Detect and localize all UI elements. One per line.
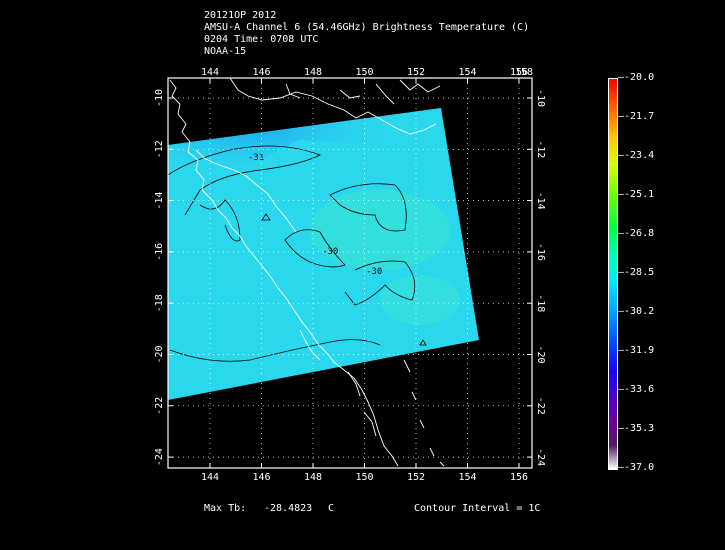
lat-tick-label-left: -14 <box>154 192 165 210</box>
colorbar-tick-label: —-31.9 <box>618 345 655 356</box>
lat-tick-label-left: -10 <box>154 89 165 107</box>
lon-tick-label-bottom: 148 <box>304 472 322 483</box>
lat-tick-label-right: -14 <box>535 192 546 210</box>
swath-warm-region-2 <box>380 275 460 325</box>
colorbar-tick-label: —-28.5 <box>618 267 655 278</box>
colorbar-tick-label: —-26.8 <box>618 228 655 239</box>
colorbar-tick-label: —-25.1 <box>618 189 655 200</box>
colorbar-tick-label: —-35.3 <box>618 423 655 434</box>
lon-tick-label-top: 154 <box>458 67 476 78</box>
colorbar <box>608 78 618 470</box>
lat-tick-label-left: -20 <box>154 345 165 363</box>
lat-tick-label-left: -24 <box>154 448 165 466</box>
colorbar-tick-label: —-23.4 <box>618 150 655 161</box>
lon-tick-label-top: 152 <box>407 67 425 78</box>
title-line-3: 0204 Time: 0708 UTC <box>204 34 319 45</box>
lat-tick-label-right: -20 <box>535 345 546 363</box>
contour-lines <box>168 145 427 362</box>
lon-tick-label-top: 148 <box>304 67 322 78</box>
lon-tick-label-bottom: 156 <box>510 472 528 483</box>
max-tb-label: Max Tb: <box>204 503 247 514</box>
coastline <box>169 78 445 467</box>
lat-tick-label-left: -22 <box>154 397 165 415</box>
lon-tick-label-top: 158 <box>515 67 533 78</box>
lon-tick-label-bottom: 144 <box>201 472 219 483</box>
colorbar-tick-label: —-30.2 <box>618 306 655 317</box>
max-tb-value: -28.4823 <box>264 503 313 514</box>
lon-tick-label-top: 146 <box>252 67 270 78</box>
swath-cool-region <box>168 108 441 200</box>
colorbar-tick-label: —-21.7 <box>618 111 655 122</box>
contour-interval: Contour Interval = 1C <box>414 503 541 514</box>
colorbar-tick-label: —-33.6 <box>618 384 655 395</box>
contour-label: -30 <box>366 267 382 277</box>
lat-tick-label-right: -22 <box>535 397 546 415</box>
lon-tick-label-bottom: 150 <box>355 472 373 483</box>
lat-tick-label-right: -10 <box>535 89 546 107</box>
lat-tick-label-right: -24 <box>535 448 546 466</box>
contour-label: -31 <box>248 153 264 163</box>
colorbar-tick-label: —-37.0 <box>618 462 655 473</box>
lon-tick-label-top: 156 <box>510 67 528 78</box>
lon-tick-label-top: 150 <box>355 67 373 78</box>
lat-tick-label-left: -16 <box>154 243 165 261</box>
swath-warm-region <box>310 190 450 270</box>
lat-tick-label-right: -16 <box>535 243 546 261</box>
lat-tick-label-left: -18 <box>154 294 165 312</box>
title-line-1: 20121OP 2012 <box>204 10 277 21</box>
lat-tick-label-right: -12 <box>535 140 546 158</box>
lat-tick-label-right: -18 <box>535 294 546 312</box>
title-line-2: AMSU-A Channel 6 (54.46GHz) Brightness T… <box>204 22 530 33</box>
max-tb-unit: C <box>328 503 335 514</box>
satellite-swath <box>168 108 479 400</box>
map-frame <box>167 77 533 469</box>
lon-tick-label-bottom: 146 <box>252 472 270 483</box>
lon-tick-label-top: 144 <box>201 67 219 78</box>
lon-tick-label-bottom: 152 <box>407 472 425 483</box>
lon-tick-label-bottom: 154 <box>458 472 476 483</box>
contour-label: -30 <box>322 247 338 257</box>
graticule <box>168 78 532 468</box>
title-line-4: NOAA-15 <box>204 46 247 57</box>
lat-tick-label-left: -12 <box>154 140 165 158</box>
colorbar-tick-label: —-20.0 <box>618 72 655 83</box>
